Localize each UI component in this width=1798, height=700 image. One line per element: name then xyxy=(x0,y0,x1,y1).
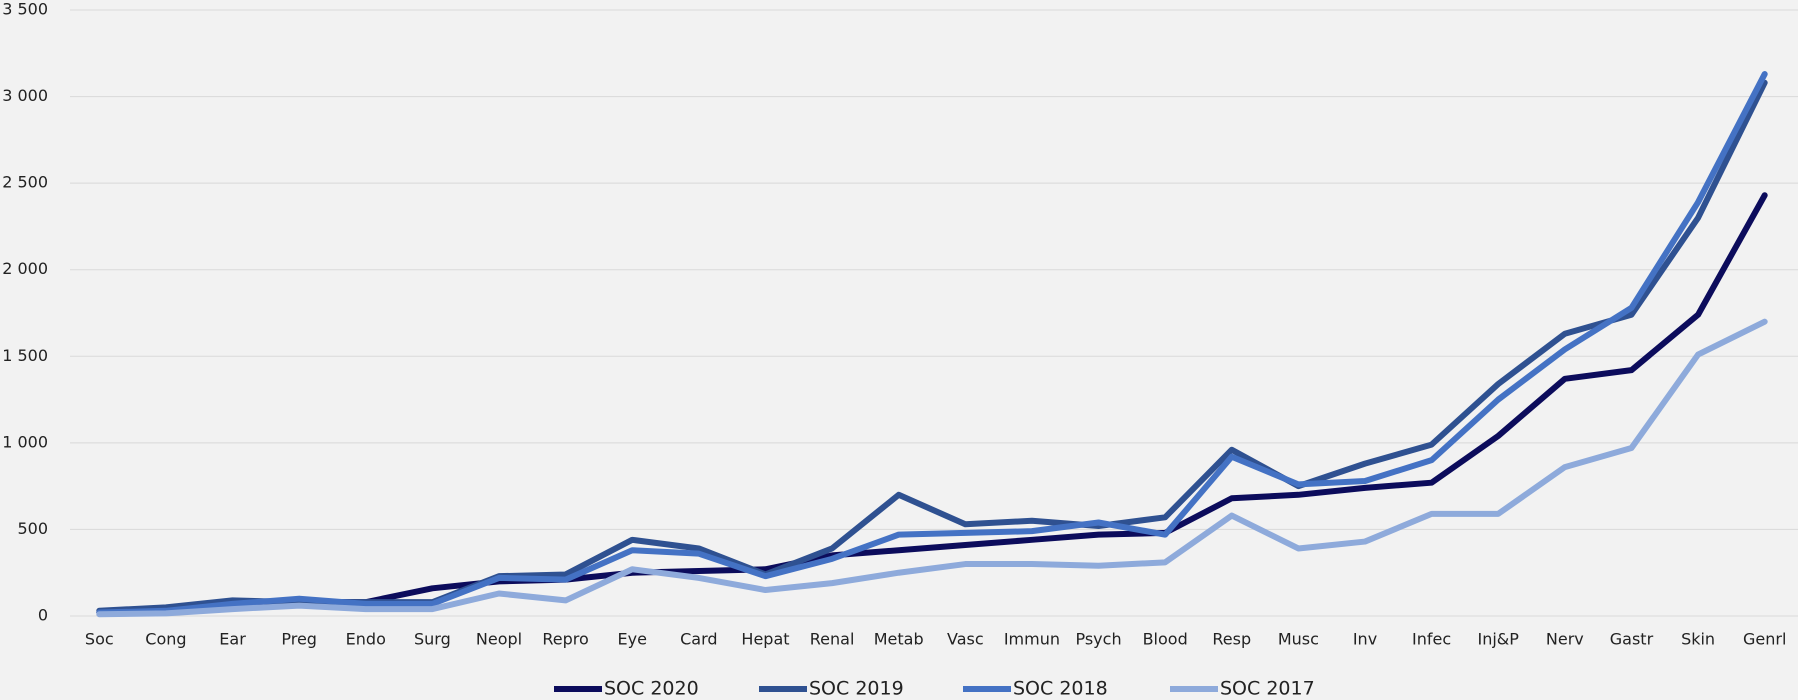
x-tick-label: Neopl xyxy=(476,630,522,649)
x-tick-label: Genrl xyxy=(1743,630,1786,649)
x-tick-label: Renal xyxy=(810,630,855,649)
x-tick-label: Skin xyxy=(1681,630,1715,649)
y-tick-label: 2 000 xyxy=(2,259,48,278)
x-tick-label: Card xyxy=(680,630,717,649)
x-tick-label: Preg xyxy=(281,630,317,649)
y-tick-label: 0 xyxy=(38,606,48,625)
legend-label: SOC 2019 xyxy=(809,678,904,700)
x-tick-label: Metab xyxy=(874,630,924,649)
x-tick-label: Hepat xyxy=(741,630,789,649)
x-tick-label: Infec xyxy=(1412,630,1451,649)
x-tick-label: Surg xyxy=(414,630,451,649)
x-tick-label: Gastr xyxy=(1610,630,1654,649)
x-tick-label: Resp xyxy=(1212,630,1251,649)
y-tick-label: 500 xyxy=(17,519,48,538)
x-tick-label: Eye xyxy=(618,630,647,649)
x-tick-label: Immun xyxy=(1004,630,1060,649)
x-tick-label: Psych xyxy=(1075,630,1121,649)
y-tick-label: 1 500 xyxy=(2,346,48,365)
series-line xyxy=(96,71,1768,616)
legend-label: SOC 2018 xyxy=(1013,678,1108,700)
legend-label: SOC 2020 xyxy=(604,678,699,700)
legend-label: SOC 2017 xyxy=(1220,678,1315,700)
x-tick-label: Cong xyxy=(145,630,186,649)
y-tick-label: 3 000 xyxy=(2,86,48,105)
x-tick-label: Endo xyxy=(346,630,386,649)
x-tick-label: Musc xyxy=(1278,630,1319,649)
y-tick-label: 3 500 xyxy=(2,0,48,19)
x-tick-label: Ear xyxy=(219,630,246,649)
y-tick-label: 1 000 xyxy=(2,432,48,451)
x-tick-label: Soc xyxy=(85,630,114,649)
x-tick-label: Repro xyxy=(542,630,588,649)
x-tick-label: Inj&P xyxy=(1478,630,1520,649)
series-line xyxy=(96,318,1768,618)
x-tick-label: Blood xyxy=(1143,630,1188,649)
x-tick-label: Inv xyxy=(1353,630,1377,649)
x-tick-label: Vasc xyxy=(947,630,984,649)
y-tick-label: 2 500 xyxy=(2,173,48,192)
x-tick-label: Nerv xyxy=(1546,630,1584,649)
